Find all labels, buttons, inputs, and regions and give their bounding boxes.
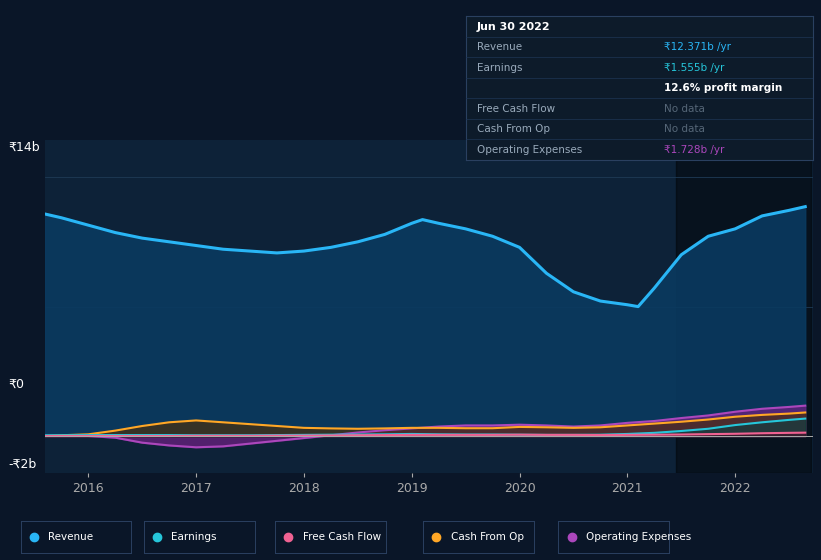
Text: ₹1.728b /yr: ₹1.728b /yr — [664, 145, 724, 155]
Text: ₹1.555b /yr: ₹1.555b /yr — [664, 63, 724, 73]
Text: Cash From Op: Cash From Op — [477, 124, 550, 134]
Text: Free Cash Flow: Free Cash Flow — [303, 532, 381, 542]
Text: No data: No data — [664, 104, 704, 114]
Text: 12.6% profit margin: 12.6% profit margin — [664, 83, 782, 94]
Text: No data: No data — [664, 124, 704, 134]
Text: Earnings: Earnings — [477, 63, 522, 73]
Text: -₹2b: -₹2b — [8, 458, 36, 470]
Text: Jun 30 2022: Jun 30 2022 — [477, 22, 550, 32]
Text: Operating Expenses: Operating Expenses — [586, 532, 691, 542]
Text: Revenue: Revenue — [48, 532, 94, 542]
Text: Cash From Op: Cash From Op — [451, 532, 524, 542]
Text: Free Cash Flow: Free Cash Flow — [477, 104, 555, 114]
Text: ₹0: ₹0 — [8, 378, 24, 391]
Text: ₹12.371b /yr: ₹12.371b /yr — [664, 43, 731, 53]
Text: Operating Expenses: Operating Expenses — [477, 145, 582, 155]
Text: Revenue: Revenue — [477, 43, 522, 53]
Text: Earnings: Earnings — [172, 532, 217, 542]
Text: ₹14b: ₹14b — [8, 141, 40, 154]
Bar — [676, 140, 810, 473]
